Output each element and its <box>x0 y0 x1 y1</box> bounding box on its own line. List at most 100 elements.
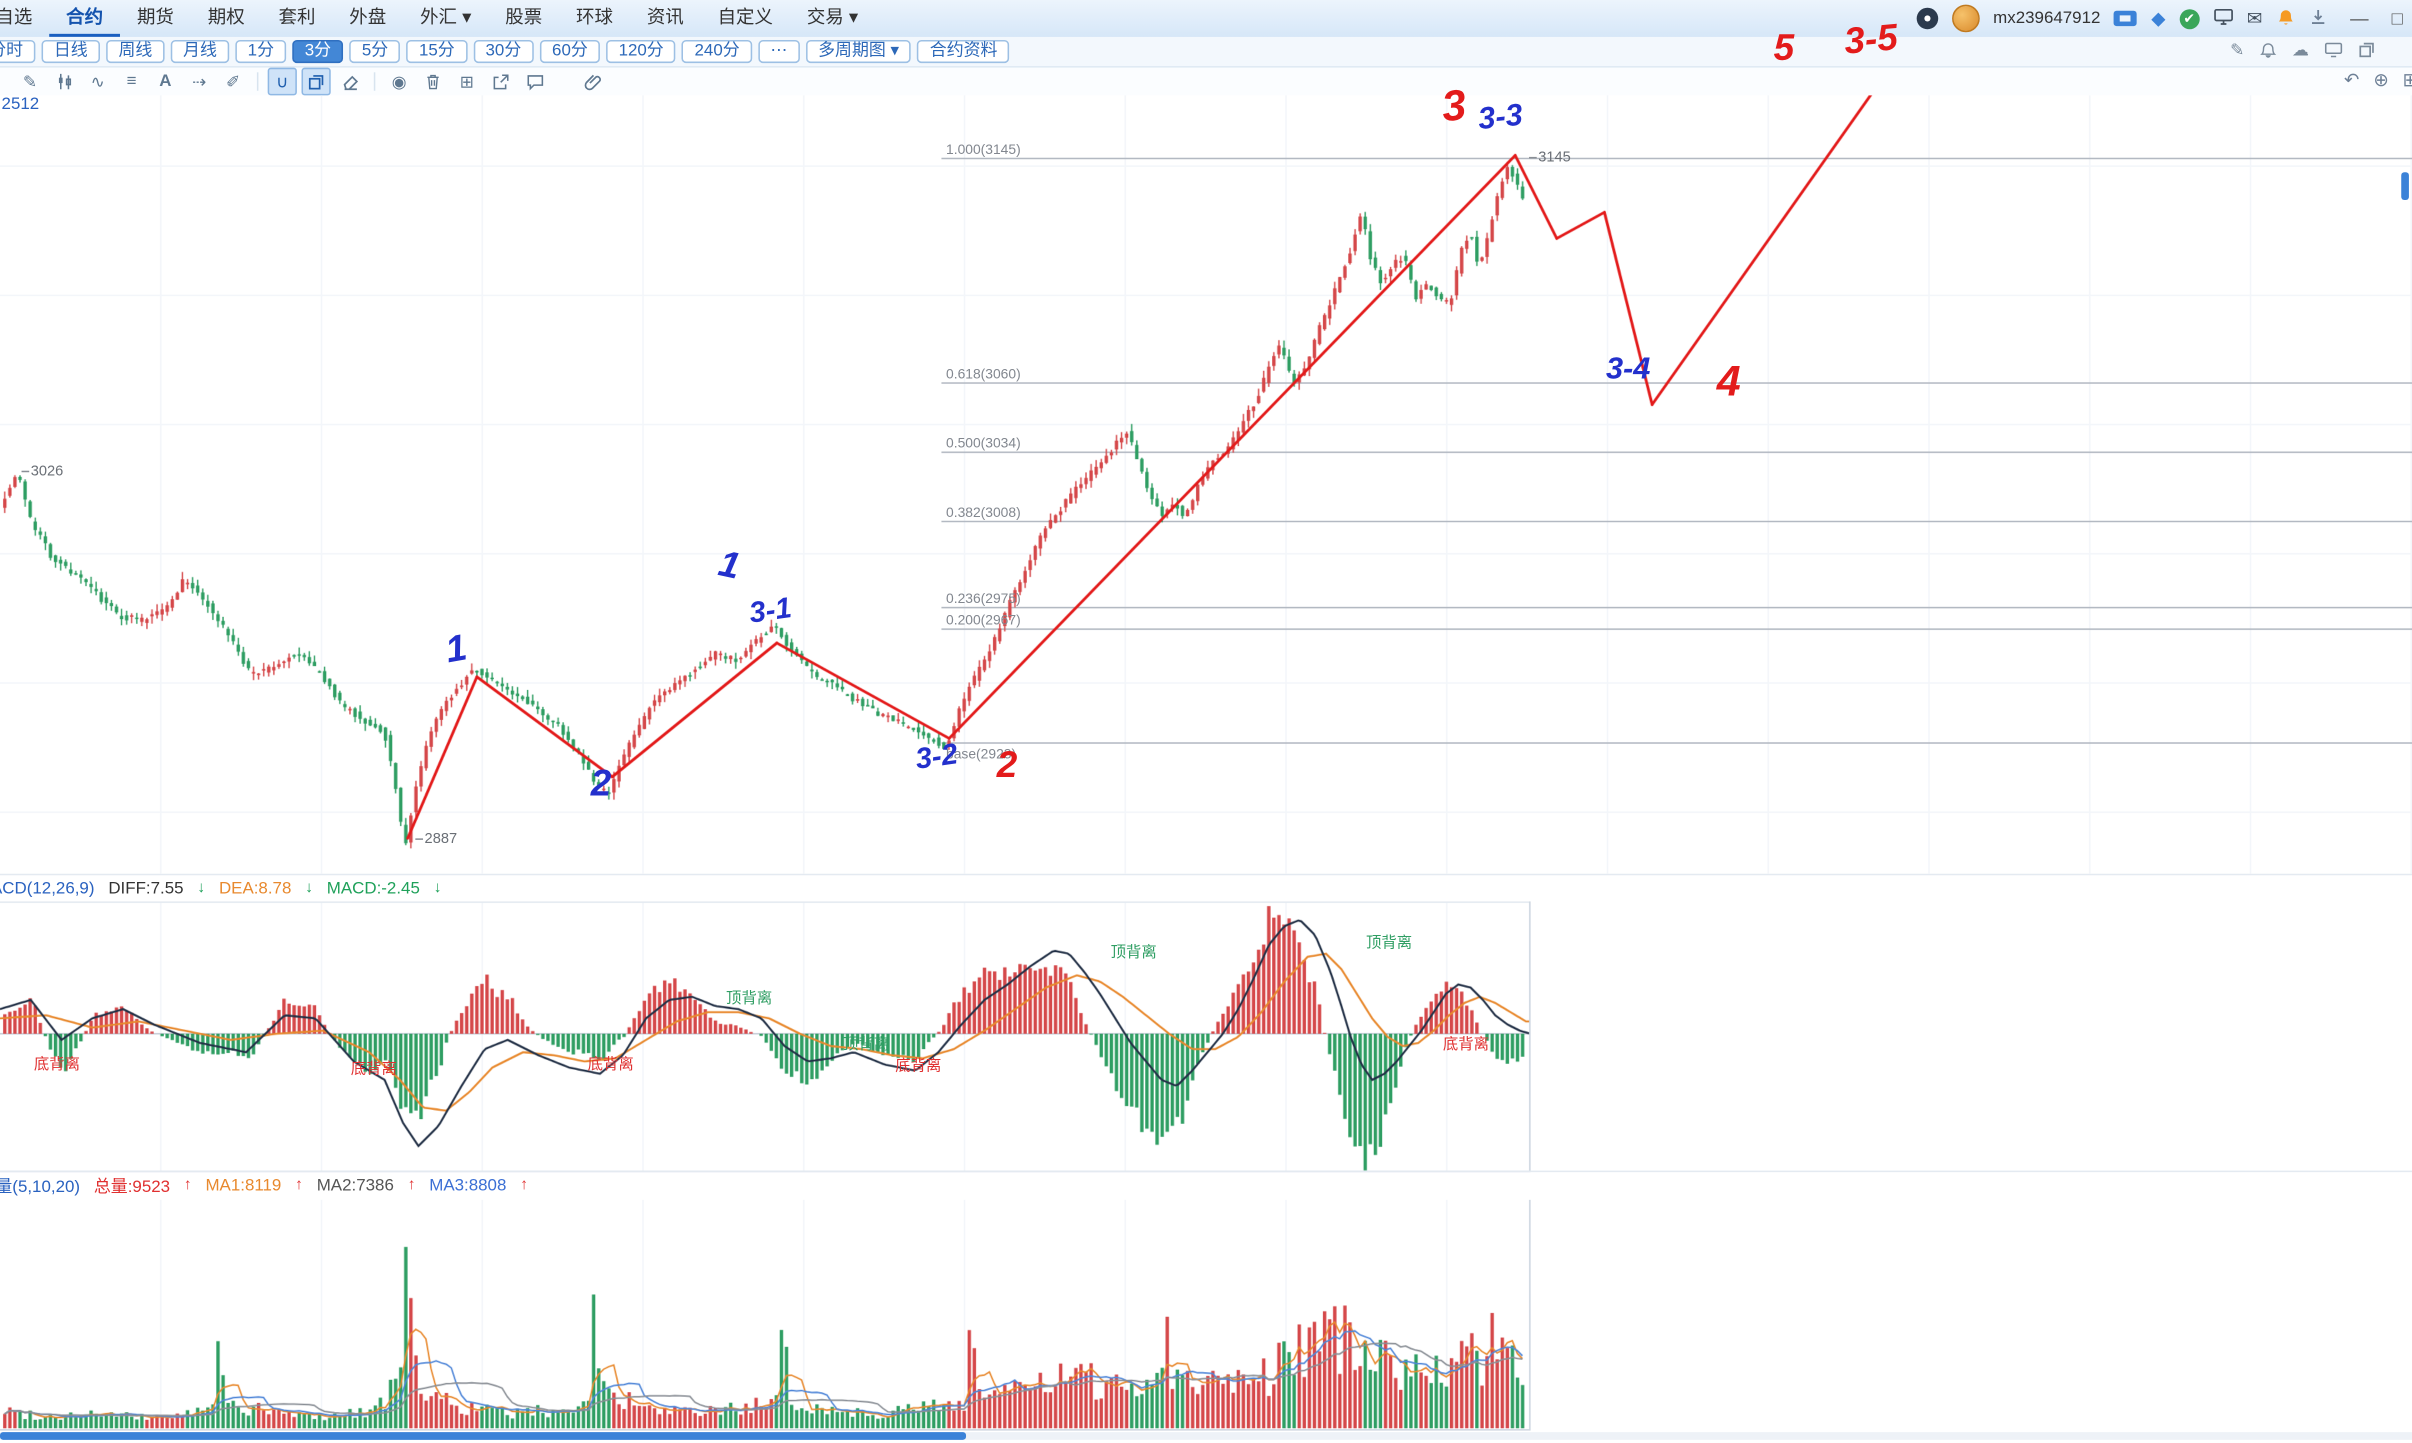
scrollbar-thumb[interactable] <box>0 1432 967 1440</box>
record-icon[interactable] <box>1916 7 1938 30</box>
volume-header: 量(5,10,20) 总量:9523 ↑ MA1:8119 ↑ MA2:7386… <box>0 1174 528 1197</box>
menu-item-1[interactable]: 合约 <box>49 0 121 37</box>
vip-badge-icon[interactable] <box>2114 10 2138 27</box>
arrow-tool-icon[interactable]: ⇢ <box>192 73 207 92</box>
magnet-tool-icon[interactable]: ∪ <box>267 67 297 96</box>
menu-item-5[interactable]: 外盘 <box>349 6 387 28</box>
timeframe-button-6[interactable]: 5分 <box>349 39 401 64</box>
avatar[interactable] <box>1951 4 1980 33</box>
layout-grid-icon[interactable]: ⊞ <box>459 73 474 92</box>
up-arrow-icon: ↑ <box>520 1176 528 1194</box>
timeframe-button-7[interactable]: 15分 <box>406 39 468 64</box>
comment-icon[interactable] <box>520 68 549 96</box>
down-arrow-icon: ↓ <box>305 879 313 897</box>
timeframe-button-5[interactable]: 3分 <box>292 39 344 64</box>
bell-icon[interactable] <box>2276 7 2294 30</box>
timeframe-button-0[interactable]: 分时 <box>0 39 36 64</box>
clipped-grid-icon[interactable]: ⊞ <box>2403 69 2412 91</box>
timeframe-button-1[interactable]: 日线 <box>41 39 100 64</box>
drawing-toolbar: ✎ ∿ ≡ A ⇢ ✐ ∪ ◉ ⊞ ↶ ⊕ ⊞ <box>0 67 2412 96</box>
volume-total: 总量:9523 <box>93 1177 171 1197</box>
multi-period-button[interactable]: 多周期图 ▾ <box>805 39 912 64</box>
up-arrow-icon: ↑ <box>407 1176 416 1194</box>
copy-icon[interactable] <box>2358 42 2375 59</box>
menu-items: 自选合约期货 期权 套利 外盘 外汇 ▾ 股票 环球 资讯 自定义 交易 ▾ <box>0 0 875 37</box>
right-panel-handle[interactable] <box>2401 172 2409 200</box>
volume-ma3: MA3:8808 <box>429 1176 507 1195</box>
menu-item-3[interactable]: 期权 <box>207 6 245 28</box>
caret-down-icon: ▾ <box>890 41 900 60</box>
horizontal-scrollbar[interactable] <box>0 1432 2412 1440</box>
menu-item-9[interactable]: 资讯 <box>646 6 684 28</box>
wave-tool-icon[interactable]: ∿ <box>90 73 105 92</box>
panel-divider <box>0 1170 2412 1173</box>
menu-item-10[interactable]: 自定义 <box>717 6 774 28</box>
macd-value: MACD:-2.45 <box>326 879 420 898</box>
restore-button[interactable]: □ <box>2391 7 2403 30</box>
timeframe-button-11[interactable]: 240分 <box>682 39 752 64</box>
timeframe-toolbar: 分时日线周线月线1分3分5分15分30分60分120分240分 ⋯ 多周期图 ▾… <box>0 36 2412 68</box>
multi-period-label: 多周期图 <box>818 41 886 60</box>
menu-item-4[interactable]: 套利 <box>278 6 316 28</box>
contract-info-button[interactable]: 合约资料 <box>917 39 1010 64</box>
more-timeframes-button[interactable]: ⋯ <box>758 39 800 64</box>
macd-title: MACD(12,26,9) <box>0 879 95 898</box>
macd-dea-value: DEA:8.78 <box>218 879 292 898</box>
macd-diff-value: DIFF:7.55 <box>108 879 184 898</box>
menu-item-2[interactable]: 期货 <box>136 6 174 28</box>
macd-panel-canvas[interactable] <box>0 901 2412 1173</box>
menu-item-6[interactable]: 外汇 ▾ <box>420 6 472 28</box>
price-chart-canvas[interactable] <box>0 95 2412 874</box>
monitor-icon[interactable] <box>2213 7 2233 30</box>
text-tool-icon[interactable]: A <box>159 72 172 91</box>
visibility-eye-icon[interactable]: ◉ <box>391 73 407 92</box>
volume-ma2: MA2:7386 <box>316 1176 394 1195</box>
divider <box>373 72 376 91</box>
kline-style-icon[interactable] <box>49 68 78 96</box>
timeframe-button-2[interactable]: 周线 <box>106 39 165 64</box>
menu-item-8[interactable]: 环球 <box>576 6 613 28</box>
menubar: 自选合约期货 期权 套利 外盘 外汇 ▾ 股票 环球 资讯 自定义 交易 ▾ mx23964791… <box>0 0 2412 39</box>
panel-divider <box>0 873 2412 876</box>
timeframe-button-4[interactable]: 1分 <box>235 39 287 64</box>
trash-icon[interactable] <box>418 68 447 96</box>
layers-icon[interactable]: ◆ <box>2151 7 2166 30</box>
alert-bell-icon[interactable] <box>2260 42 2277 59</box>
draw-pencil-icon[interactable]: ✎ <box>22 73 38 92</box>
minimize-button[interactable]: — <box>2350 7 2369 30</box>
export-icon[interactable] <box>486 68 515 96</box>
menubar-right: mx239647912 ◆ ✔ ✉ — □ <box>1916 0 2403 37</box>
screen-icon[interactable] <box>2324 42 2343 59</box>
toolbar2-right-icons: ✎ ☁ <box>2230 40 2375 60</box>
menu-item-0[interactable]: 自选 <box>0 6 33 28</box>
marker-tool-icon[interactable]: ✐ <box>225 73 241 92</box>
edit-icon[interactable]: ✎ <box>2230 41 2245 60</box>
lines-tool-icon[interactable]: ≡ <box>126 72 137 91</box>
attach-clip-icon[interactable] <box>578 68 607 96</box>
timeframe-button-10[interactable]: 120分 <box>606 39 677 64</box>
username[interactable]: mx239647912 <box>1993 9 2101 28</box>
timeframe-button-3[interactable]: 月线 <box>170 39 230 64</box>
timeframe-button-8[interactable]: 30分 <box>473 39 534 64</box>
volume-title: 量(5,10,20) <box>0 1177 81 1197</box>
contract-code: 2512 <box>1 95 40 114</box>
eraser-tool-icon[interactable] <box>335 68 364 96</box>
mail-icon[interactable]: ✉ <box>2246 7 2263 30</box>
toolbar3-right-icons: ↶ ⊕ ⊞ <box>2344 69 2412 91</box>
clone-tool-icon[interactable] <box>301 67 331 96</box>
download-icon[interactable] <box>2309 7 2327 30</box>
volume-panel-canvas[interactable] <box>0 1199 2412 1431</box>
menu-item-7[interactable]: 股票 <box>505 6 543 28</box>
timeframe-buttons: 分时日线周线月线1分3分5分15分30分60分120分240分 <box>0 39 752 64</box>
volume-ma1: MA1:8119 <box>205 1176 282 1195</box>
undo-icon[interactable]: ↶ <box>2344 69 2360 91</box>
timeframe-button-9[interactable]: 60分 <box>539 39 601 64</box>
macd-header: MACD(12,26,9) DIFF:7.55 ↓ DEA:8.78 ↓ MAC… <box>0 877 441 900</box>
up-arrow-icon: ↑ <box>295 1176 303 1194</box>
cloud-icon[interactable]: ☁ <box>2292 41 2309 60</box>
down-arrow-icon: ↓ <box>197 879 206 897</box>
up-arrow-icon: ↑ <box>183 1176 192 1194</box>
zoom-in-icon[interactable]: ⊕ <box>2373 69 2389 91</box>
menu-item-11[interactable]: 交易 ▾ <box>806 6 859 28</box>
shield-check-icon[interactable]: ✔ <box>2179 8 2200 29</box>
